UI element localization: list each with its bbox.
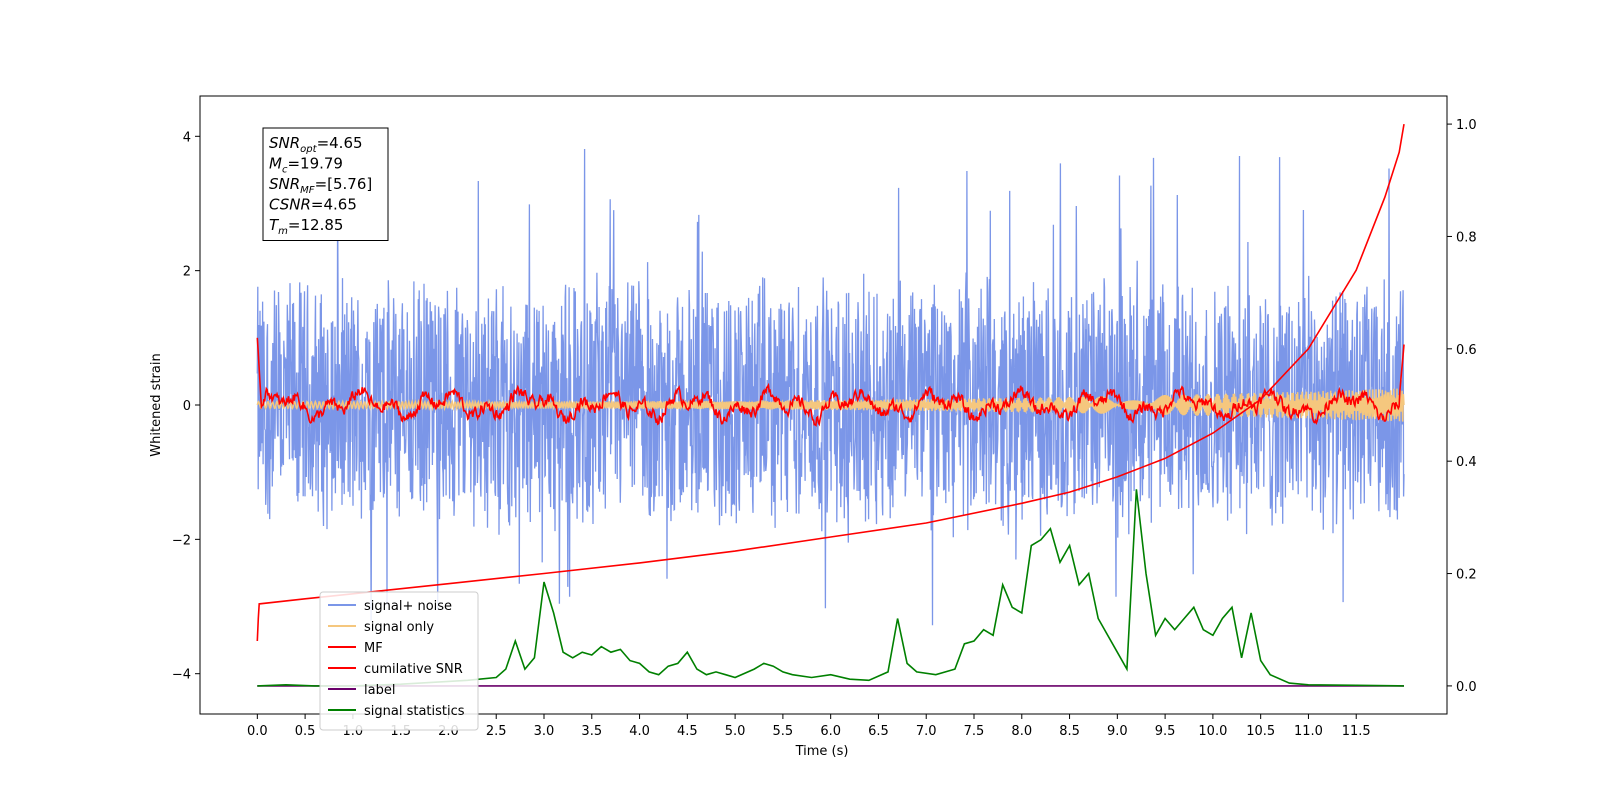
annotation-line: SNRMF=[5.76]: [269, 175, 372, 196]
stats-annotation-box: SNRopt=4.65Mc=19.79SNRMF=[5.76]CSNR=4.65…: [262, 127, 389, 241]
legend-label: signal statistics: [364, 704, 465, 719]
y-axis-left: −4 −2 0 2 4: [172, 130, 200, 683]
x-tick-label: 11.5: [1342, 724, 1371, 739]
x-axis-label: Time (s): [795, 744, 849, 759]
series-mf: [256, 337, 1405, 427]
x-tick-label: 9.0: [1107, 724, 1128, 739]
x-tick-label: 6.0: [820, 724, 841, 739]
y-left-tick-label: −2: [172, 533, 191, 548]
x-tick-label: 4.5: [677, 724, 698, 739]
x-tick-label: 7.0: [916, 724, 937, 739]
y-left-tick-label: −4: [172, 668, 191, 683]
legend-label: label: [364, 683, 395, 698]
x-tick-label: 8.5: [1059, 724, 1080, 739]
x-tick-label: 10.5: [1246, 724, 1275, 739]
legend-label: signal+ noise: [364, 599, 452, 614]
y-right-tick-label: 0.2: [1456, 568, 1477, 583]
x-tick-label: 11.0: [1294, 724, 1323, 739]
x-tick-label: 0.5: [295, 724, 316, 739]
annotation-frame: [262, 127, 389, 241]
annotation-line: SNRopt=4.65: [269, 134, 363, 155]
y-axis-right: 0.0 0.2 0.4 0.6 0.8 1.0: [1447, 118, 1477, 695]
x-tick-label: 7.5: [964, 724, 985, 739]
legend-label: signal only: [364, 620, 434, 635]
y-right-tick-label: 0.0: [1456, 680, 1477, 695]
legend: signal+ noise signal only MF cumilative SNR…: [319, 591, 479, 731]
series-signal-noise: [256, 148, 1405, 626]
y-left-tick-label: 0: [183, 399, 191, 414]
x-tick-label: 9.5: [1155, 724, 1176, 739]
x-tick-label: 5.5: [773, 724, 794, 739]
y-right-tick-label: 0.4: [1456, 455, 1477, 470]
x-tick-label: 4.0: [629, 724, 650, 739]
annotation-line: Mc=19.79: [269, 155, 343, 176]
y-left-tick-label: 2: [183, 265, 191, 280]
annotation-line: CSNR=4.65: [269, 196, 357, 214]
y-right-tick-label: 0.6: [1456, 343, 1477, 358]
x-tick-label: 10.0: [1198, 724, 1227, 739]
annotation-line: Tm=12.85: [269, 216, 343, 237]
legend-label: cumilative SNR: [364, 662, 463, 677]
y-right-tick-label: 1.0: [1456, 118, 1477, 133]
x-tick-label: 2.5: [486, 724, 507, 739]
x-tick-label: 3.5: [581, 724, 602, 739]
x-tick-label: 6.5: [868, 724, 889, 739]
legend-label: MF: [364, 641, 383, 656]
y-axis-label: Whitened strain: [149, 353, 164, 456]
x-tick-label: 5.0: [725, 724, 746, 739]
x-tick-label: 8.0: [1011, 724, 1032, 739]
x-tick-label: 0.0: [247, 724, 268, 739]
x-tick-label: 3.0: [534, 724, 555, 739]
series-signal-statistics: [257, 489, 1405, 687]
legend-frame: [319, 591, 479, 731]
series-signal-only: [256, 388, 1405, 422]
x-axis: 0.0 0.5 1.0 1.5 2.0 2.5 3.0 3.5 4.0 4.5 5.0 5.5 6.0 6…: [247, 714, 1371, 739]
y-right-tick-label: 0.8: [1456, 230, 1477, 245]
y-left-tick-label: 4: [183, 130, 191, 145]
